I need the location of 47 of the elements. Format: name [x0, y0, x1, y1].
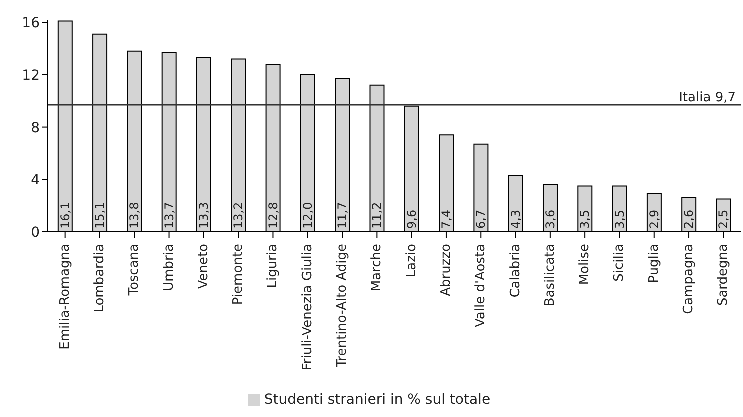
x-tick-label: Trentino-Alto Adige — [335, 244, 350, 368]
data-label: 2,9 — [647, 210, 662, 229]
data-label: 11,2 — [370, 202, 384, 229]
data-label: 3,5 — [612, 210, 627, 229]
x-tick-label: Sicilia — [612, 244, 628, 282]
x-tick-label: Basilicata — [542, 244, 558, 307]
x-tick-label: Emilia-Romagna — [58, 244, 73, 350]
data-label: 6,7 — [474, 210, 488, 229]
data-label: 13,3 — [196, 202, 211, 229]
data-label: 9,6 — [404, 210, 419, 229]
x-tick-label: Campagna — [682, 244, 697, 314]
y-tick-label: 16 — [22, 16, 40, 32]
data-label: 16,1 — [58, 202, 72, 229]
data-label: 13,2 — [232, 202, 246, 229]
data-label: 2,6 — [682, 210, 696, 229]
ref-line-label: Italia 9,7 — [679, 90, 736, 106]
x-tick-label: Lazio — [404, 244, 420, 278]
data-label: 13,7 — [162, 202, 176, 229]
x-tick-label: Lombardia — [92, 244, 108, 313]
x-tick-label: Marche — [370, 244, 385, 292]
data-label: 15,1 — [93, 202, 108, 229]
data-label: 7,4 — [440, 210, 454, 229]
y-tick-label: 0 — [31, 224, 40, 241]
x-tick-label: Umbria — [162, 244, 177, 292]
y-tick-label: 8 — [31, 120, 40, 136]
data-label: 13,8 — [128, 202, 142, 229]
x-tick-label: Abruzzo — [438, 244, 454, 296]
data-label: 2,5 — [716, 210, 731, 229]
data-label: 12,0 — [300, 202, 315, 229]
x-tick-label: Liguria — [266, 244, 281, 288]
data-label: 3,5 — [578, 210, 592, 229]
x-tick-label: Calabria — [508, 244, 524, 298]
x-tick-label: Sardegna — [716, 244, 732, 306]
x-tick-label: Valle d'Aosta — [474, 244, 489, 328]
x-tick-label: Molise — [578, 244, 593, 286]
data-label: 4,3 — [508, 210, 523, 229]
x-tick-label: Puglia — [646, 244, 662, 284]
y-tick-label: 4 — [31, 172, 40, 189]
y-tick-label: 12 — [22, 68, 40, 84]
data-label: 12,8 — [266, 202, 280, 229]
x-tick-label: Piemonte — [231, 244, 246, 306]
legend-label: Studenti stranieri in % sul totale — [264, 392, 491, 408]
x-tick-label: Veneto — [196, 244, 212, 290]
data-label: 3,6 — [543, 210, 558, 229]
data-label: 11,7 — [336, 202, 350, 229]
x-tick-label: Friuli-Venezia Giulia — [300, 244, 316, 371]
x-tick-label: Toscana — [127, 244, 142, 297]
